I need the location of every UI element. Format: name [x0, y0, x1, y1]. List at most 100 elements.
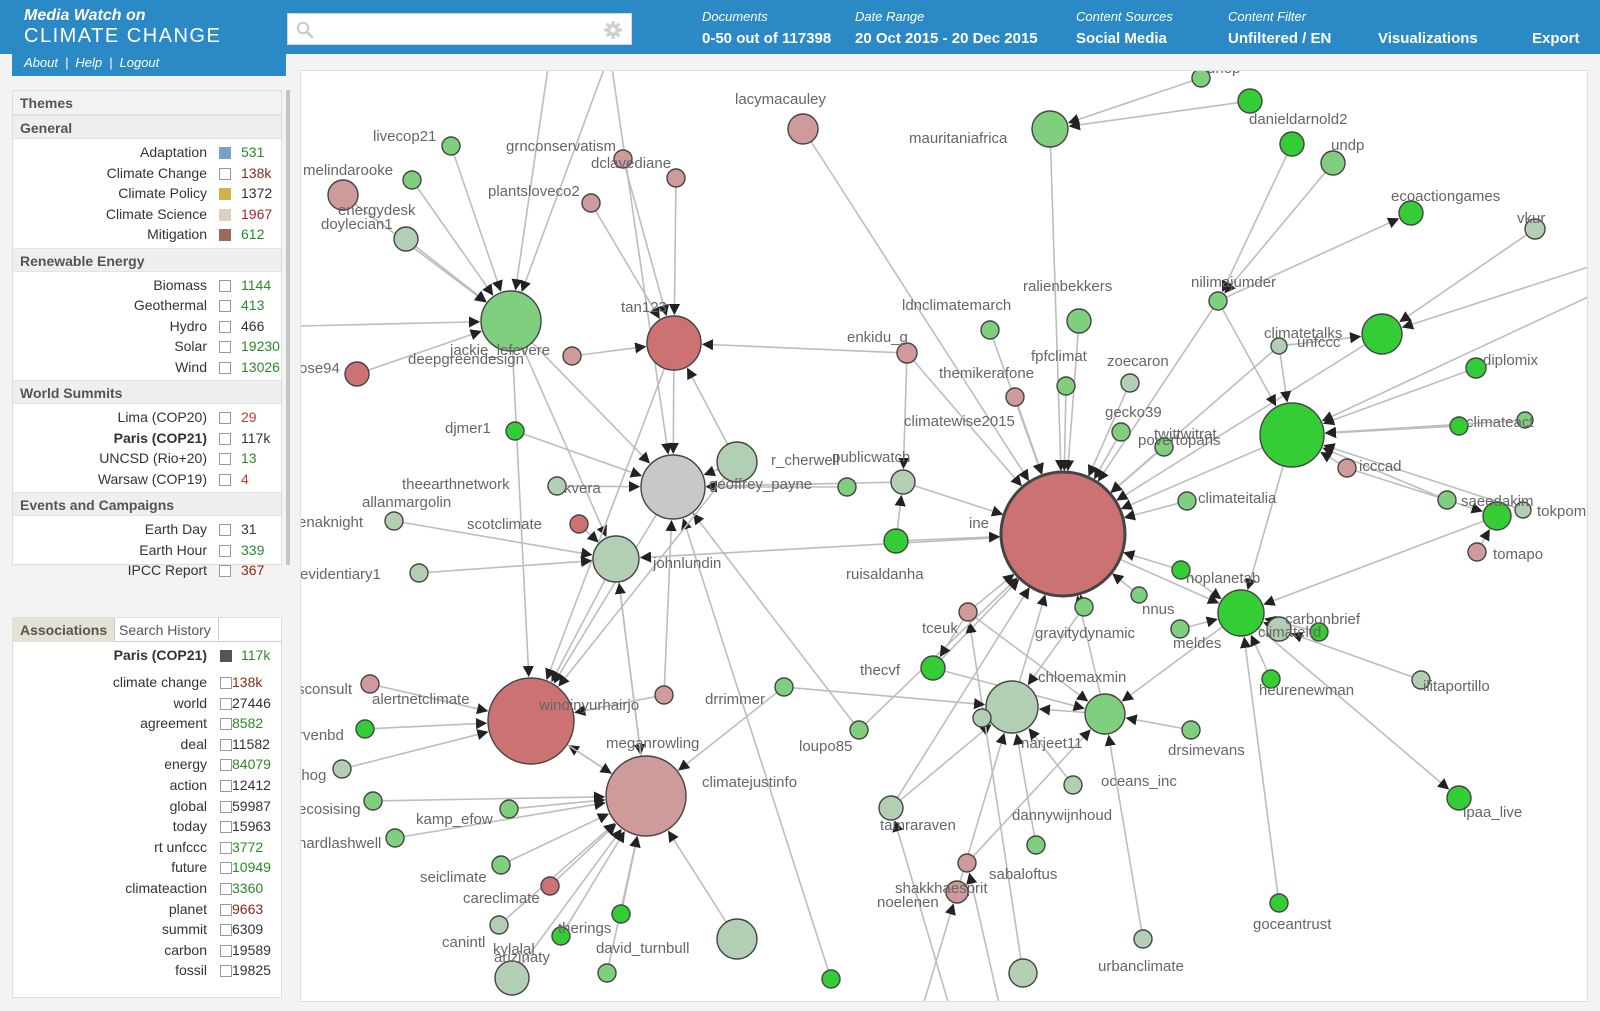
- theme-row[interactable]: Hydro 466: [13, 316, 281, 337]
- association-row[interactable]: climate change 138k: [13, 672, 281, 693]
- theme-row[interactable]: Wind 13026: [13, 357, 281, 378]
- theme-checkbox[interactable]: [219, 300, 231, 312]
- graph-node[interactable]: [837, 477, 857, 497]
- graph-node[interactable]: [505, 421, 525, 441]
- association-checkbox[interactable]: [220, 862, 232, 875]
- graph-node[interactable]: [547, 476, 567, 496]
- graph-node[interactable]: [1208, 291, 1228, 311]
- tab-associations[interactable]: Associations: [13, 618, 116, 642]
- association-checkbox[interactable]: [220, 800, 232, 813]
- logout-link[interactable]: Logout: [119, 55, 160, 70]
- graph-node[interactable]: [581, 193, 601, 213]
- graph-node[interactable]: [592, 535, 640, 583]
- graph-node[interactable]: [654, 685, 674, 705]
- theme-row[interactable]: Climate Change 138k: [13, 163, 281, 184]
- association-head-row[interactable]: Paris (COP21) 117k: [13, 645, 281, 672]
- graph-node[interactable]: [1133, 929, 1153, 949]
- theme-checkbox[interactable]: [219, 473, 231, 486]
- association-row[interactable]: summit 6309: [13, 919, 281, 940]
- graph-node[interactable]: [562, 346, 582, 366]
- graph-node[interactable]: [1266, 616, 1292, 642]
- graph-node[interactable]: [1217, 589, 1265, 637]
- association-checkbox[interactable]: [220, 738, 232, 751]
- graph-node[interactable]: [1031, 110, 1069, 148]
- graph-node[interactable]: [384, 511, 404, 531]
- help-link[interactable]: Help: [75, 55, 103, 70]
- graph-node[interactable]: [849, 720, 869, 740]
- graph-node[interactable]: [1130, 586, 1148, 604]
- network-graph[interactable]: lacymacauley livecop21 grnconservatismdcla…: [301, 71, 1588, 1002]
- graph-node[interactable]: [1171, 560, 1191, 580]
- graph-node[interactable]: [1191, 71, 1211, 88]
- theme-row[interactable]: Mitigation 612: [13, 224, 281, 245]
- association-row[interactable]: climateaction 3360: [13, 878, 281, 899]
- graph-node[interactable]: [1026, 835, 1046, 855]
- graph-node[interactable]: [597, 963, 617, 983]
- association-row[interactable]: today 15963: [13, 816, 281, 837]
- graph-node[interactable]: [972, 708, 992, 728]
- association-checkbox[interactable]: [220, 759, 232, 772]
- graph-node[interactable]: [883, 528, 909, 554]
- association-row[interactable]: agreement 8582: [13, 713, 281, 734]
- graph-node[interactable]: [1446, 785, 1472, 811]
- graph-node[interactable]: [890, 469, 916, 495]
- association-row[interactable]: carbon 19589: [13, 940, 281, 961]
- graph-node[interactable]: [1269, 893, 1289, 913]
- theme-row[interactable]: Paris (COP21) 117k: [13, 428, 281, 449]
- search-box[interactable]: [287, 13, 632, 45]
- theme-row[interactable]: Warsaw (COP19) 4: [13, 469, 281, 490]
- graph-node[interactable]: [327, 179, 359, 211]
- graph-node[interactable]: [1005, 387, 1025, 407]
- graph-node[interactable]: [945, 880, 969, 904]
- themes-scrollbar-thumb[interactable]: [286, 90, 290, 565]
- graph-node[interactable]: [1066, 308, 1092, 334]
- visualizations-button[interactable]: Visualizations: [1378, 30, 1478, 47]
- graph-node[interactable]: [1361, 313, 1403, 355]
- theme-color-swatch[interactable]: [219, 229, 231, 241]
- graph-node[interactable]: [385, 828, 405, 848]
- theme-checkbox[interactable]: [219, 412, 231, 424]
- theme-checkbox[interactable]: [219, 432, 231, 445]
- graph-node[interactable]: [494, 960, 530, 996]
- graph-node[interactable]: [1524, 218, 1546, 240]
- theme-checkbox[interactable]: [219, 524, 231, 536]
- graph-node[interactable]: [393, 226, 419, 252]
- theme-checkbox[interactable]: [219, 565, 231, 577]
- theme-checkbox[interactable]: [219, 453, 231, 465]
- association-checkbox[interactable]: [220, 677, 232, 689]
- theme-checkbox[interactable]: [219, 341, 231, 353]
- graph-node[interactable]: [1056, 376, 1076, 396]
- graph-node[interactable]: [666, 168, 686, 188]
- graph-node[interactable]: [1261, 669, 1281, 689]
- graph-node[interactable]: [1177, 491, 1197, 511]
- association-row[interactable]: energy 84079: [13, 754, 281, 775]
- association-row[interactable]: planet 9663: [13, 899, 281, 920]
- graph-node[interactable]: [1279, 131, 1305, 157]
- graph-node[interactable]: [1270, 337, 1288, 355]
- theme-row[interactable]: IPCC Report 367: [13, 560, 281, 581]
- graph-node[interactable]: [491, 855, 511, 875]
- association-row[interactable]: rt unfccc 3772: [13, 837, 281, 858]
- graph-node[interactable]: [1467, 542, 1487, 562]
- graph-node[interactable]: [640, 454, 706, 520]
- network-graph-panel[interactable]: lacymacauley livecop21 grnconservatism dcla…: [300, 70, 1588, 1002]
- graph-node[interactable]: [1063, 775, 1083, 795]
- association-checkbox[interactable]: [220, 779, 232, 792]
- theme-color-swatch[interactable]: [219, 147, 231, 159]
- graph-node[interactable]: [360, 674, 380, 694]
- theme-color-swatch[interactable]: [219, 188, 231, 200]
- graph-node[interactable]: [1120, 373, 1140, 393]
- graph-node[interactable]: [1320, 150, 1346, 176]
- theme-row[interactable]: UNCSD (Rio+20) 13: [13, 448, 281, 469]
- export-button[interactable]: Export: [1532, 30, 1580, 47]
- graph-node[interactable]: [716, 918, 758, 960]
- graph-node[interactable]: [1111, 422, 1131, 442]
- graph-node[interactable]: [1154, 437, 1174, 457]
- association-color-swatch[interactable]: [220, 650, 232, 662]
- graph-node[interactable]: [441, 136, 461, 156]
- graph-node[interactable]: [1008, 958, 1038, 988]
- graph-node[interactable]: [1170, 619, 1190, 639]
- graph-node[interactable]: [1465, 357, 1487, 379]
- graph-node[interactable]: [896, 342, 918, 364]
- theme-row[interactable]: Solar 19230: [13, 336, 281, 357]
